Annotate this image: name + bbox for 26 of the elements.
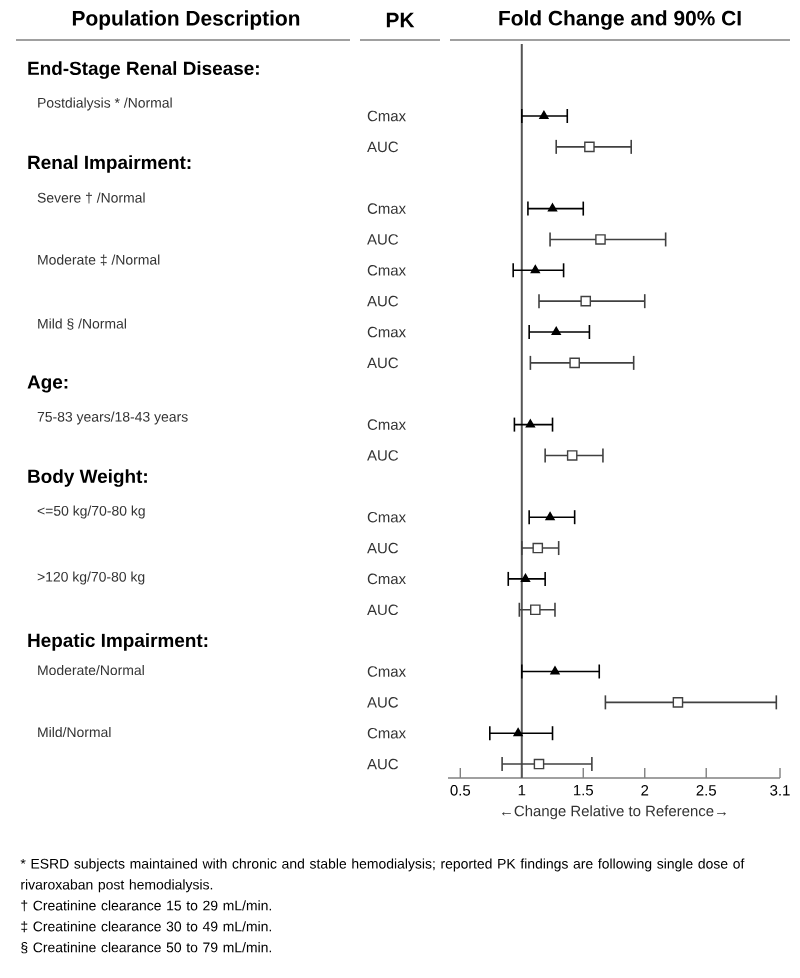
point bbox=[513, 727, 523, 737]
point bbox=[551, 326, 561, 336]
point bbox=[533, 758, 545, 770]
point bbox=[539, 110, 549, 120]
point bbox=[525, 419, 536, 428]
text: Renal Impairment: bbox=[28, 155, 191, 173]
point bbox=[530, 604, 541, 616]
point bbox=[580, 295, 592, 307]
point bbox=[520, 573, 531, 582]
text: End-Stage Renal Disease: bbox=[28, 61, 259, 79]
point bbox=[584, 141, 595, 153]
text: Population Description bbox=[72, 10, 300, 30]
y-axis-title: PK bbox=[386, 12, 415, 28]
point bbox=[672, 697, 684, 708]
text: Age: bbox=[27, 375, 68, 393]
point bbox=[550, 666, 560, 675]
point bbox=[595, 234, 606, 245]
point bbox=[545, 511, 555, 521]
point bbox=[547, 203, 558, 212]
point bbox=[530, 265, 540, 274]
point bbox=[566, 450, 578, 461]
point bbox=[532, 542, 544, 554]
point bbox=[569, 357, 580, 369]
chart-title: Fold Change and 90% CI bbox=[499, 10, 741, 30]
text: Hepatic Impairment: bbox=[28, 633, 208, 651]
text: Body Weight: bbox=[28, 469, 147, 487]
